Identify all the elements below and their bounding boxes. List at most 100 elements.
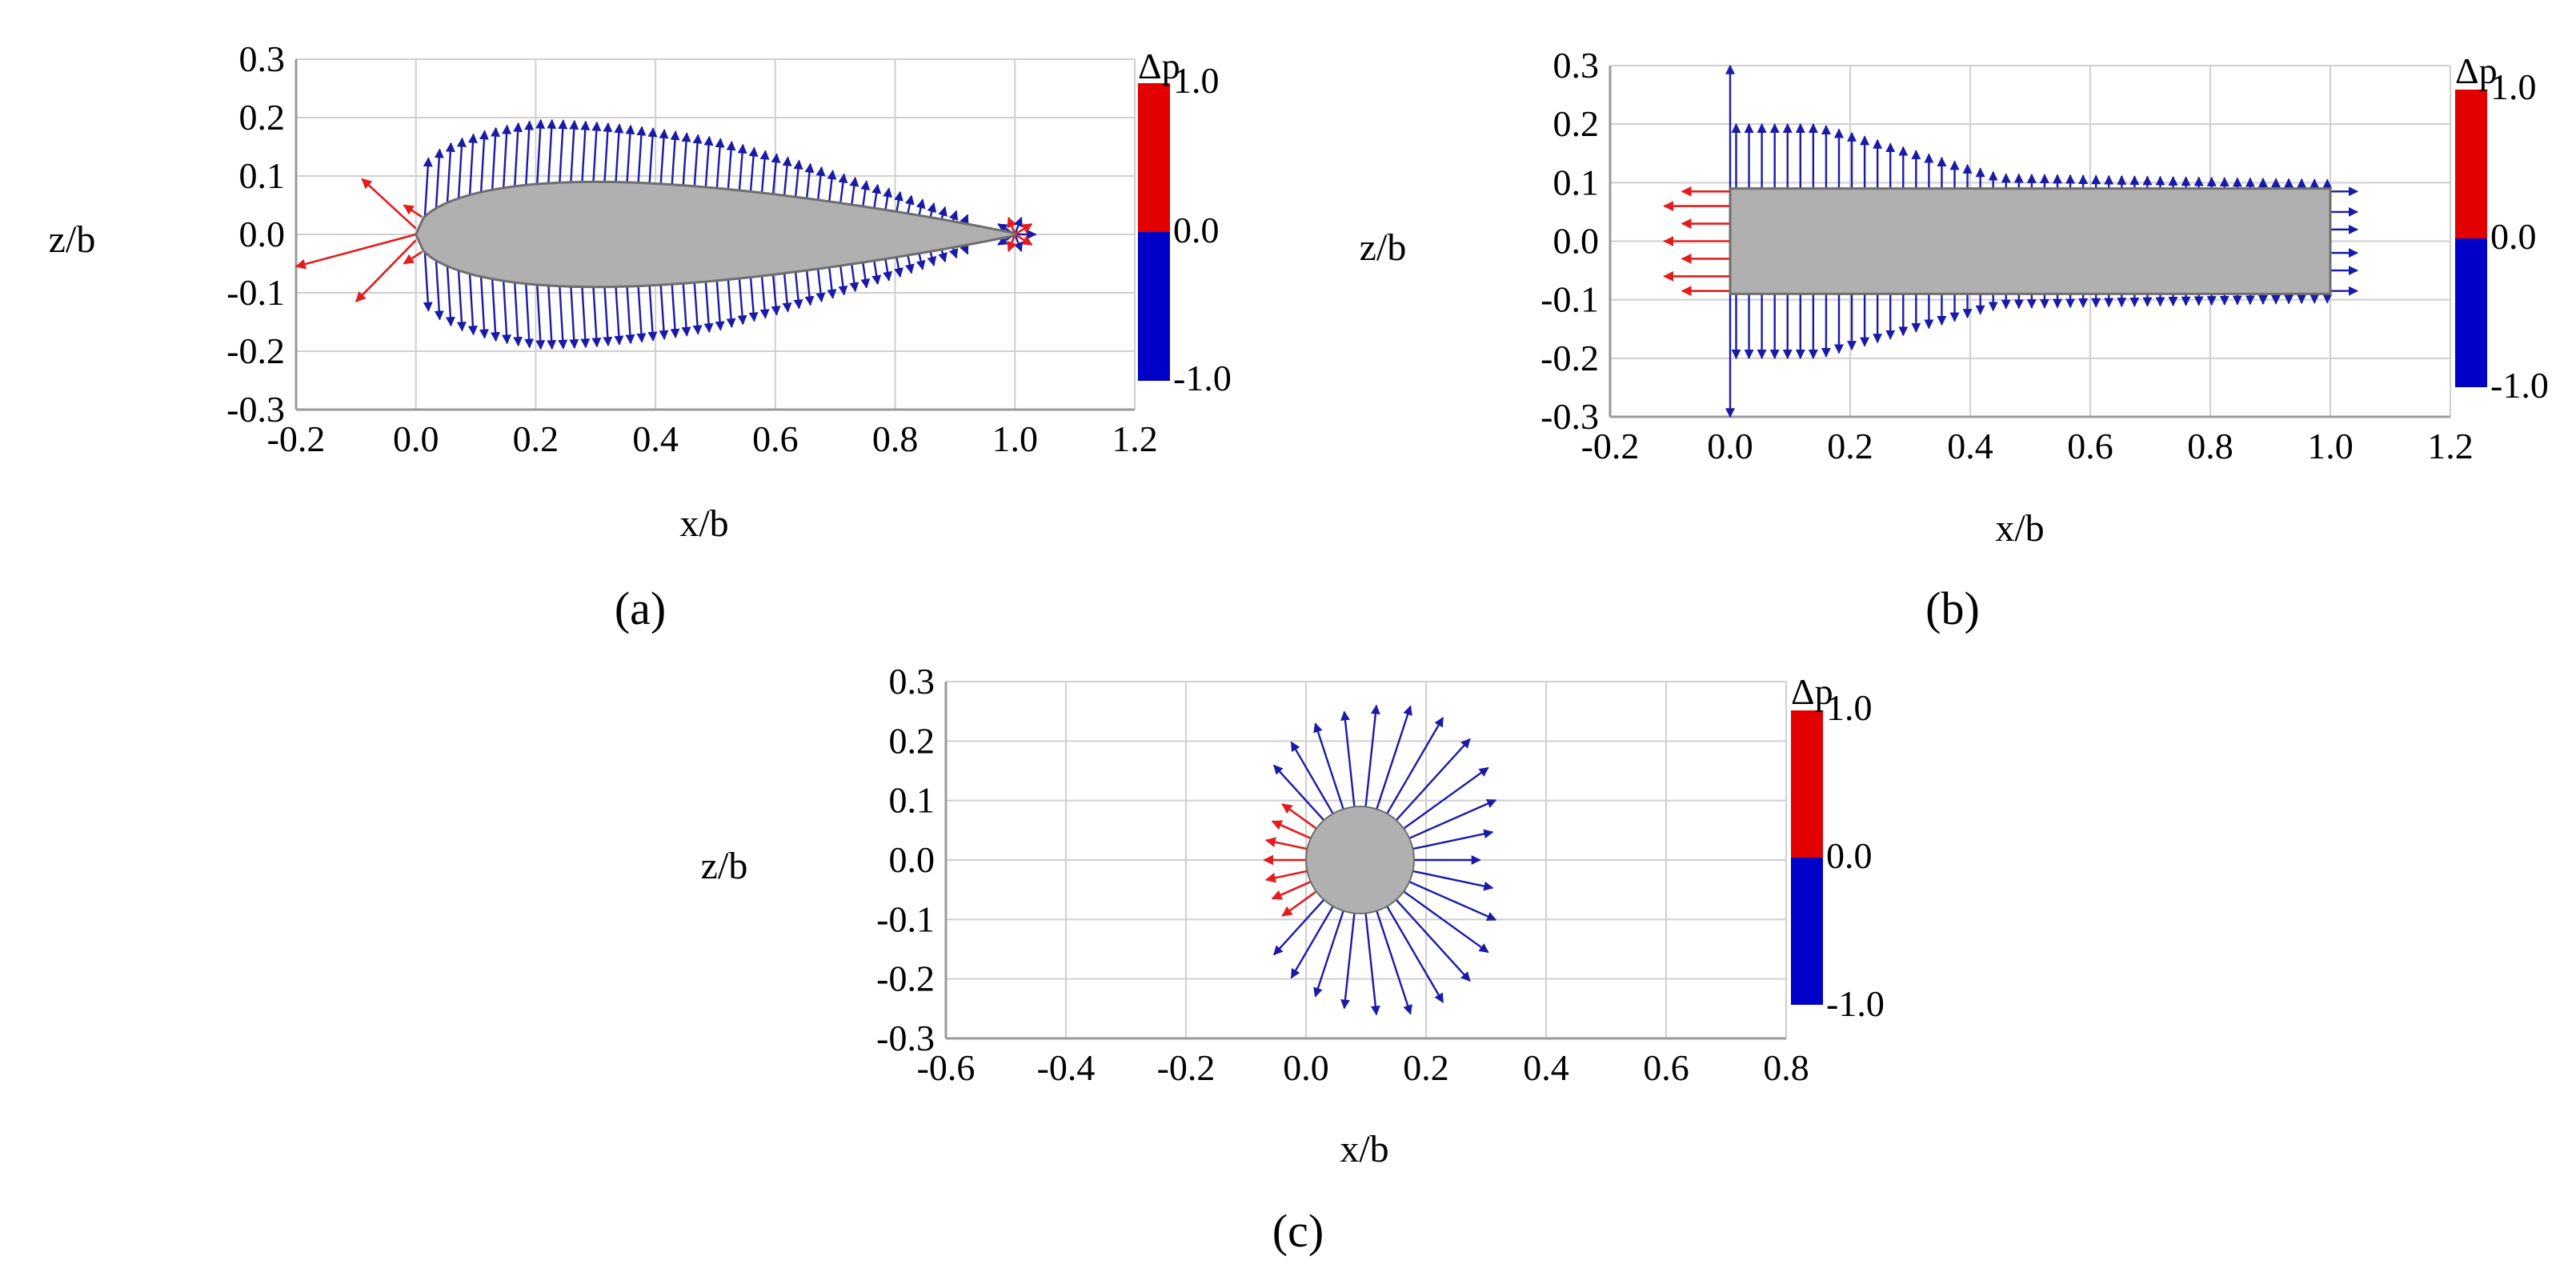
panel-b-colorbar-mid: 0.0 (2490, 216, 2537, 257)
suction-arrow-lower (547, 285, 557, 350)
suction-arrow-lower (670, 284, 680, 338)
suction-arrow-upper (948, 210, 959, 222)
suction-arrow-lower (703, 281, 714, 334)
suction-arrow-lower (737, 278, 747, 326)
suction-arrow-upper (547, 118, 557, 184)
suction-arrow-upper (456, 137, 467, 199)
panel-b-chart: -0.2 0.0 0.2 0.4 0.6 0.8 1.0 1.2 0.3 0.2 0.1 0.0 -0.… (1360, 45, 2549, 634)
suction-arrow-upper (580, 120, 591, 182)
suction-arrow (1412, 829, 1494, 850)
suction-arrow-upper (782, 156, 792, 196)
suction-arrow-lower (927, 251, 937, 267)
y-tick-label: 0.2 (1553, 103, 1600, 144)
suction-arrow-lower (603, 286, 613, 347)
suction-arrow-lower (692, 282, 703, 335)
suction-arrow-upper (502, 124, 512, 188)
suction-arrow-upper (692, 134, 703, 186)
panel-b-colorbar-title: Δp (2455, 50, 2498, 91)
suction-arrow-lower (815, 268, 826, 303)
suction-arrow-upper (535, 118, 546, 185)
stagnation-arrow (1281, 890, 1317, 917)
panel-c-colorbar-title: Δp (1791, 671, 1833, 712)
trailing-edge-arrow (1007, 234, 1017, 253)
x-tick-label: 0.4 (632, 418, 679, 459)
y-tick-label: 0.0 (239, 214, 286, 254)
suction-arrow-lower (860, 262, 871, 289)
y-tick-label: -0.3 (876, 1018, 935, 1058)
suction-arrow-upper (838, 173, 848, 203)
suction-arrow-upper (603, 122, 613, 182)
suction-arrow-upper (748, 146, 759, 192)
x-tick-label: 1.2 (2427, 426, 2474, 466)
x-tick-label: 0.4 (1523, 1047, 1569, 1088)
y-tick-label: -0.2 (876, 958, 935, 999)
stagnation-arrow (361, 178, 417, 230)
panel-a-colorbar-mid: 0.0 (1173, 210, 1220, 250)
suction-arrow-lower (793, 271, 803, 310)
suction-arrow (1313, 910, 1344, 998)
suction-arrow-upper (759, 150, 770, 194)
suction-arrow-lower (804, 270, 815, 306)
suction-arrow-lower (782, 273, 792, 313)
y-tick-label: -0.2 (226, 330, 285, 371)
panel-c-xlabel: x/b (1340, 1128, 1388, 1170)
panel-b-ylabel: z/b (1360, 226, 1407, 269)
suction-arrow-lower (558, 286, 568, 350)
suction-arrow-lower (445, 266, 455, 327)
suction-arrow (1290, 906, 1334, 979)
suction-arrow-upper (715, 138, 725, 189)
suction-arrow-upper (883, 187, 893, 210)
panel-a-colorbar-negative (1138, 232, 1170, 381)
trailing-edge-arrow (1013, 234, 1024, 253)
suction-arrow-lower (580, 286, 591, 349)
panel-a-colorbar-title: Δp (1138, 46, 1180, 86)
suction-arrow-upper (625, 124, 635, 182)
panel-b-colorbar-min: -1.0 (2490, 365, 2549, 406)
panel-c-chart: -0.6 -0.4 -0.2 0.0 0.2 0.4 0.6 0.8 0.3 0.2 0.1 0.0 -… (701, 661, 1885, 1257)
panel-a-colorbar-positive (1138, 83, 1170, 232)
suction-arrow-upper (904, 194, 915, 214)
suction-arrow-upper (927, 202, 937, 218)
stagnation-arrow (1281, 803, 1317, 830)
airfoil-shape (415, 180, 1016, 289)
suction-arrow (1340, 913, 1356, 1010)
trailing-edge-arrow (1013, 216, 1024, 235)
suction-arrow-lower (625, 286, 635, 345)
suction-arrow-lower (535, 284, 546, 350)
suction-arrow-lower (915, 253, 926, 270)
suction-arrow-lower (849, 263, 859, 293)
suction-arrow-upper (614, 123, 624, 182)
suction-arrow-lower (838, 266, 848, 296)
x-tick-label: 0.4 (1947, 426, 1993, 466)
stagnation-arrow (403, 250, 423, 265)
suction-arrow (1395, 898, 1471, 982)
panel-b-colorbar-negative (2455, 238, 2487, 387)
suction-arrow-lower (569, 286, 579, 350)
panel-c-label: (c) (1272, 1205, 1324, 1257)
panel-c-colorbar: Δp 1.0 0.0 -1.0 (1791, 671, 1885, 1024)
panel-a-colorbar: Δp 1.0 0.0 -1.0 (1138, 46, 1232, 398)
y-tick-label: 0.0 (889, 839, 935, 880)
suction-arrow-upper (681, 132, 691, 186)
suction-arrow-lower (894, 257, 903, 278)
panel-a-xlabel: x/b (679, 502, 728, 545)
stagnation-arrow (355, 239, 417, 302)
suction-arrow-upper (670, 130, 680, 185)
suction-arrow-lower (513, 282, 523, 347)
x-tick-label: 1.0 (2307, 426, 2354, 466)
y-tick-label: -0.2 (1540, 338, 1599, 378)
y-tick-label: 0.3 (889, 661, 935, 702)
suction-arrow-lower (636, 286, 647, 343)
suction-arrow-lower (423, 252, 433, 312)
suction-arrow-upper (434, 148, 444, 209)
suction-arrow-lower (726, 279, 736, 329)
panel-b-colorbar-positive (2455, 90, 2487, 238)
suction-arrow-lower (904, 254, 915, 274)
suction-arrow-upper (860, 180, 871, 207)
y-tick-label: 0.0 (1553, 221, 1600, 262)
suction-arrow-upper (959, 214, 969, 225)
x-tick-label: 0.8 (872, 418, 919, 459)
suction-arrow (1408, 798, 1497, 839)
suction-arrow-upper (558, 119, 568, 183)
suction-arrow-upper (726, 140, 736, 190)
